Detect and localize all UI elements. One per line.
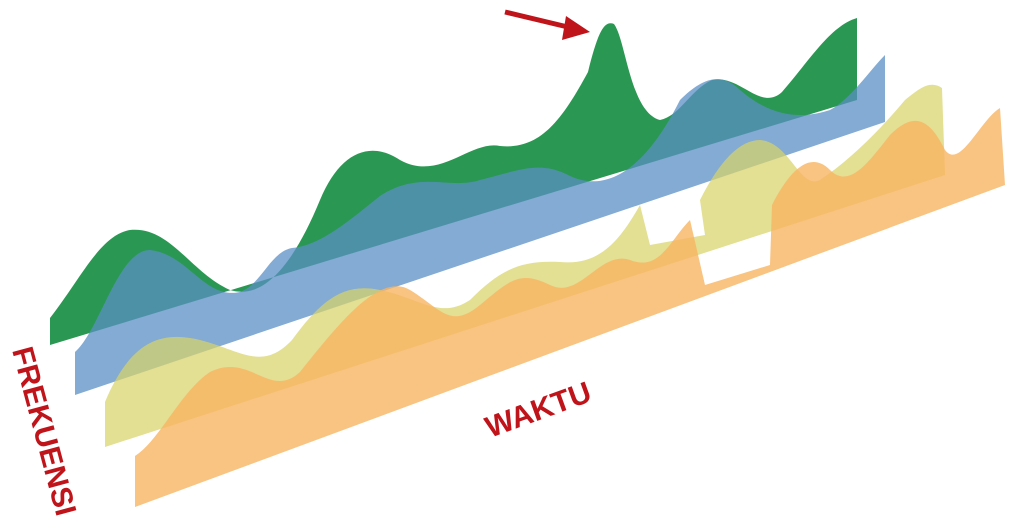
arrow-shaft xyxy=(504,9,573,31)
green-ribbon xyxy=(50,18,857,345)
blue-ribbon xyxy=(75,55,885,395)
arrow-head xyxy=(562,16,590,40)
frequency-axis-label: FREKUENSI xyxy=(5,343,82,519)
orange-ribbon xyxy=(135,108,1005,507)
time-axis-label: WAKTU xyxy=(481,376,596,445)
